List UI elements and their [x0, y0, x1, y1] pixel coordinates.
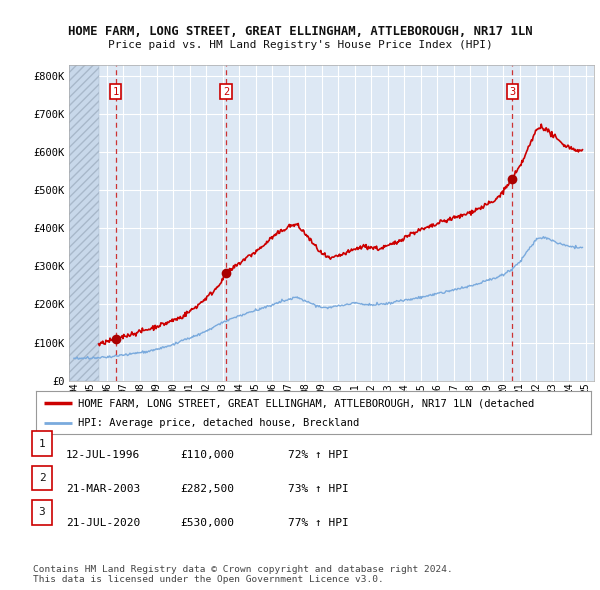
Text: Price paid vs. HM Land Registry's House Price Index (HPI): Price paid vs. HM Land Registry's House …	[107, 40, 493, 50]
Text: HOME FARM, LONG STREET, GREAT ELLINGHAM, ATTLEBOROUGH, NR17 1LN (detached: HOME FARM, LONG STREET, GREAT ELLINGHAM,…	[77, 398, 534, 408]
Text: 73% ↑ HPI: 73% ↑ HPI	[288, 484, 349, 494]
Text: 21-JUL-2020: 21-JUL-2020	[66, 519, 140, 528]
Text: 3: 3	[38, 507, 46, 517]
Text: 1: 1	[38, 439, 46, 448]
Bar	[69, 65, 99, 381]
Text: 72% ↑ HPI: 72% ↑ HPI	[288, 450, 349, 460]
Text: HOME FARM, LONG STREET, GREAT ELLINGHAM, ATTLEBOROUGH, NR17 1LN: HOME FARM, LONG STREET, GREAT ELLINGHAM,…	[68, 25, 532, 38]
Text: 77% ↑ HPI: 77% ↑ HPI	[288, 519, 349, 528]
Text: 3: 3	[509, 87, 515, 97]
Text: £282,500: £282,500	[180, 484, 234, 494]
Text: 21-MAR-2003: 21-MAR-2003	[66, 484, 140, 494]
Text: 1: 1	[113, 87, 119, 97]
Text: HPI: Average price, detached house, Breckland: HPI: Average price, detached house, Brec…	[77, 418, 359, 428]
Text: 2: 2	[223, 87, 229, 97]
Text: £110,000: £110,000	[180, 450, 234, 460]
Text: 2: 2	[38, 473, 46, 483]
Text: £530,000: £530,000	[180, 519, 234, 528]
Text: 12-JUL-1996: 12-JUL-1996	[66, 450, 140, 460]
Text: Contains HM Land Registry data © Crown copyright and database right 2024.
This d: Contains HM Land Registry data © Crown c…	[33, 565, 453, 584]
